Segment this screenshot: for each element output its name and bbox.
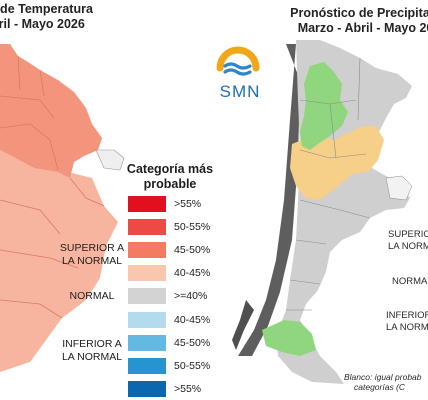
temperature-map-title: co de Temperatura Abril - Mayo 2026 (0, 2, 93, 32)
temperature-map (0, 44, 125, 372)
smn-logo-icon (216, 46, 260, 76)
legend-swatch (128, 312, 166, 328)
right-superior-line2: LA NORM (388, 241, 428, 252)
smn-logo-text: SMN (219, 82, 261, 101)
legend-superior-label: SUPERIOR A LA NORMAL (52, 242, 132, 268)
precipitation-title-line1: Pronóstico de Precipitació (290, 6, 428, 20)
temperature-map-north-region (0, 44, 102, 178)
legend-item-label: 45-50% (174, 244, 211, 256)
legend-title: Categoría más probable (110, 162, 230, 192)
right-normal-label: NORMAL (392, 276, 428, 287)
legend-normal-label: NORMAL (69, 290, 115, 302)
legend-superior-line1: SUPERIOR A (59, 242, 125, 254)
legend-swatch (128, 265, 166, 281)
legend-swatch (128, 196, 166, 212)
uruguay-shape-right (385, 175, 413, 201)
legend-superior-line2: LA NORMAL (61, 255, 123, 267)
footnote-line2: categorías (C (354, 382, 406, 392)
legend-item-label: >55% (174, 198, 202, 210)
legend-item-label: 50-55% (174, 221, 211, 233)
precipitation-map-title: Pronóstico de Precipitació Marzo - Abril… (284, 6, 428, 36)
precipitation-green-north-region (300, 62, 348, 150)
legend-title-line2: probable (143, 177, 197, 191)
legend-swatch (128, 242, 166, 258)
footnote-line1: Blanco: igual probab (344, 372, 422, 382)
uruguay-shape (95, 149, 125, 171)
legend-item-label: 40-45% (174, 267, 211, 279)
precipitation-green-south-region (262, 320, 316, 356)
temperature-title-line2: Abril - Mayo 2026 (0, 17, 85, 31)
right-superior-label: SUPERIO LA NORM (388, 229, 428, 253)
legend-item-label: 45-50% (174, 337, 211, 349)
legend-swatch (128, 381, 166, 397)
precipitation-province-borders (286, 57, 371, 311)
right-inferior-line1: INFERIOR (386, 310, 428, 321)
legend-swatch (128, 288, 166, 304)
legend-swatch (128, 219, 166, 235)
legend-item-label: 40-45% (174, 314, 211, 326)
right-inferior-line2: LA NORM (386, 322, 428, 333)
footnote: Blanco: igual probab categorías (C (344, 372, 422, 392)
legend-item-label: >=40% (174, 290, 208, 302)
chile-strip (238, 44, 300, 356)
temperature-province-borders (0, 55, 105, 319)
right-inferior-label: INFERIOR LA NORM (386, 310, 428, 334)
legend-title-line1: Categoría más (126, 162, 214, 176)
legend-inferior-line1: INFERIOR A (62, 338, 122, 350)
temperature-title-line1: co de Temperatura (0, 2, 93, 16)
precipitation-title-line2: Marzo - Abril - Mayo 202 (297, 21, 428, 35)
legend-swatch (128, 358, 166, 374)
right-superior-line1: SUPERIO (388, 229, 428, 240)
legend-inferior-line2: LA NORMAL (61, 351, 123, 363)
chile-islands (232, 300, 254, 350)
legend-inferior-label: INFERIOR A LA NORMAL (52, 338, 132, 364)
legend-item-label: 50-55% (174, 360, 211, 372)
legend-item-label: >55% (174, 383, 202, 395)
legend-swatch (128, 335, 166, 351)
